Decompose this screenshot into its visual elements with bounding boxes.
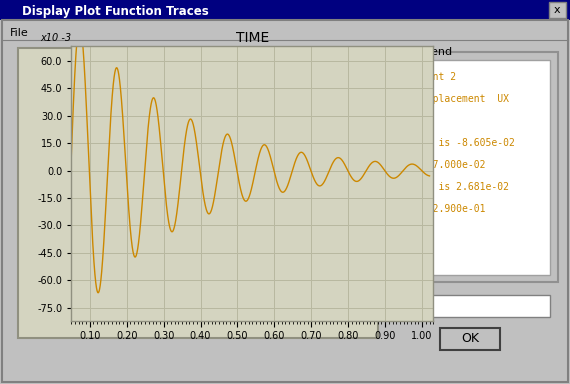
Text: Display Plot Function Traces: Display Plot Function Traces [22,5,209,18]
FancyBboxPatch shape [408,295,550,317]
Text: Joint 2: Joint 2 [415,72,456,82]
FancyBboxPatch shape [18,48,378,338]
FancyBboxPatch shape [0,0,570,20]
FancyBboxPatch shape [549,2,566,18]
FancyBboxPatch shape [440,328,500,350]
Text: at 7.000e-02: at 7.000e-02 [415,160,486,170]
Text: x: x [553,5,560,15]
Text: x10 -3: x10 -3 [40,33,72,43]
Text: Max is 2.681e-02: Max is 2.681e-02 [415,182,509,192]
FancyBboxPatch shape [408,60,550,275]
Text: Displacement  UX: Displacement UX [415,94,509,104]
Text: Joint2: Joint2 [387,177,397,209]
FancyBboxPatch shape [400,52,558,282]
Text: Legend: Legend [412,47,453,57]
Text: File: File [10,28,28,38]
Text: OK: OK [461,333,479,346]
Text: Min is -8.605e-02: Min is -8.605e-02 [415,138,515,148]
Title: TIME: TIME [235,31,269,45]
Text: at 2.900e-01: at 2.900e-01 [415,204,486,214]
FancyBboxPatch shape [2,20,568,382]
